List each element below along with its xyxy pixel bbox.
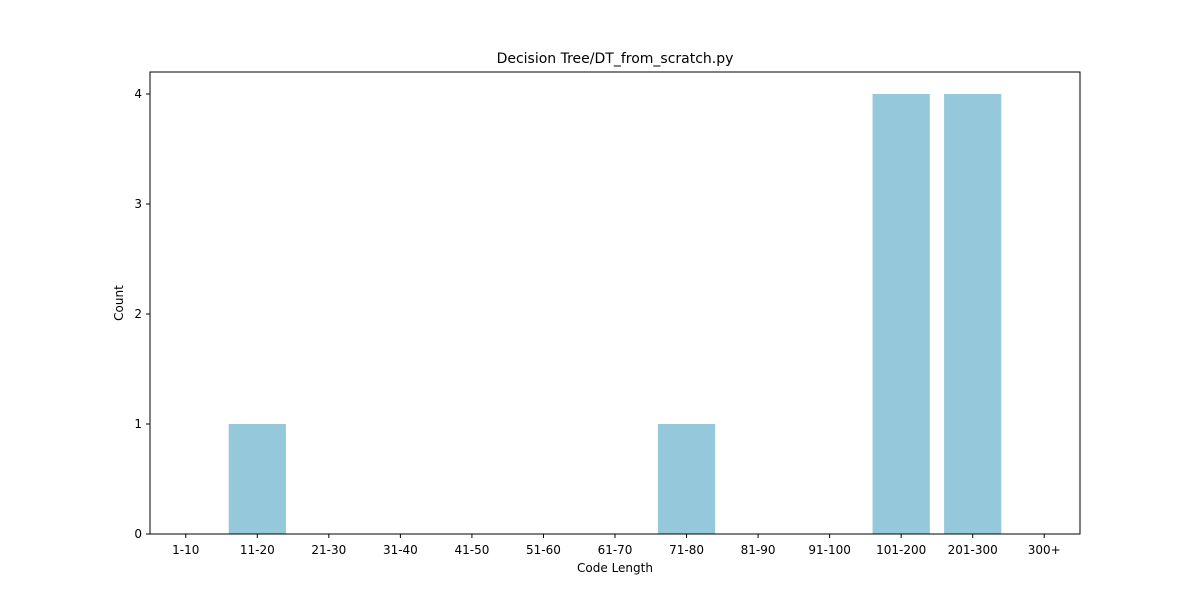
- bar-101-200: [872, 94, 930, 534]
- y-tick-label: 3: [134, 197, 142, 211]
- x-tick-label: 201-300: [948, 543, 998, 557]
- bar-201-300: [944, 94, 1002, 534]
- x-tick-label: 61-70: [598, 543, 633, 557]
- x-tick-label: 51-60: [526, 543, 561, 557]
- y-tick-label: 1: [134, 417, 142, 431]
- x-tick-label: 31-40: [383, 543, 418, 557]
- x-axis-label: Code Length: [577, 561, 653, 575]
- bars: [228, 94, 1002, 534]
- bar-71-80: [657, 424, 716, 534]
- x-tick-label: 21-30: [311, 543, 346, 557]
- y-tick-label: 2: [134, 307, 142, 321]
- x-tick-label: 41-50: [454, 543, 489, 557]
- x-tick-label: 11-20: [240, 543, 275, 557]
- bar-11-20: [228, 424, 286, 534]
- x-tick-label: 101-200: [876, 543, 926, 557]
- y-axis-label: Count: [112, 285, 126, 321]
- x-tick-label: 91-100: [808, 543, 851, 557]
- y-tick-label: 0: [134, 527, 142, 541]
- chart-title: Decision Tree/DT_from_scratch.py: [497, 51, 734, 67]
- x-tick-label: 300+: [1028, 543, 1061, 557]
- x-tick-label: 71-80: [669, 543, 704, 557]
- plot-area-frame: [149, 71, 1081, 535]
- x-axis-ticks: 1-10 11-20 21-30 31-40 41-50 51-60 61-70 71-80 8…: [172, 534, 1061, 557]
- y-tick-label: 4: [134, 87, 142, 101]
- x-tick-label: 81-90: [741, 543, 776, 557]
- y-axis-ticks: 0 1 2 3 4: [134, 87, 150, 541]
- x-tick-label: 1-10: [172, 543, 199, 557]
